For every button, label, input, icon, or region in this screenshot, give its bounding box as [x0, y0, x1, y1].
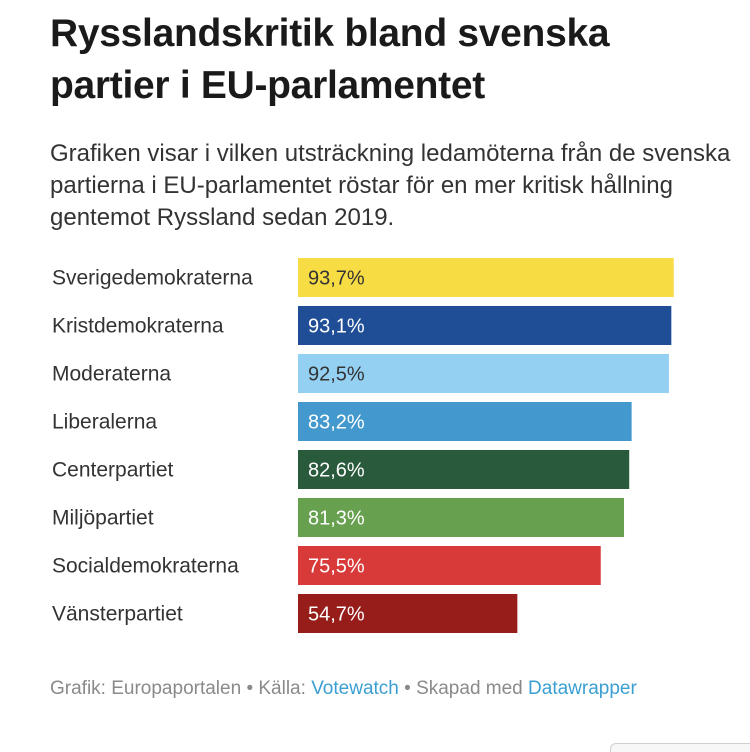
bar — [298, 354, 669, 393]
source-link[interactable]: Votewatch — [311, 678, 399, 699]
chart-footer: Grafik: Europaportalen • Källa: Votewatc… — [50, 675, 710, 703]
footer-credit: Grafik: Europaportalen • Källa: — [50, 678, 312, 699]
bar-chart: Sverigedemokraterna 93,7% Kristdemokratern… — [52, 258, 674, 633]
value-label: 93,7% — [308, 268, 365, 290]
embed-frame-corner — [610, 743, 750, 752]
category-label: Sverigedemokraterna — [52, 267, 253, 290]
bar-row: Centerpartiet 82,6% — [52, 450, 630, 489]
datawrapper-link[interactable]: Datawrapper — [528, 678, 637, 699]
bar — [298, 498, 625, 537]
bar — [298, 546, 601, 585]
bar — [298, 402, 632, 441]
bar-row: Vänsterpartiet 54,7% — [52, 594, 518, 633]
bar-row: Miljöpartiet 81,3% — [52, 498, 625, 537]
bar — [298, 450, 630, 489]
bar — [298, 258, 674, 297]
bar-row: Kristdemokraterna 93,1% — [52, 306, 672, 345]
bar-row: Socialdemokraterna 75,5% — [52, 546, 601, 585]
chart-description: Grafiken visar i vilken utsträckning led… — [50, 140, 731, 231]
category-label: Socialdemokraterna — [52, 555, 239, 578]
category-label: Vänsterpartiet — [52, 603, 183, 626]
bar — [298, 594, 518, 633]
bar-row: Sverigedemokraterna 93,7% — [52, 258, 674, 297]
chart-title: Rysslandskritik bland svenska partier i … — [50, 12, 610, 107]
value-label: 75,5% — [308, 556, 365, 578]
value-label: 81,3% — [308, 508, 365, 530]
bar — [298, 306, 672, 345]
value-label: 93,1% — [308, 316, 365, 338]
value-label: 54,7% — [308, 604, 365, 626]
category-label: Moderaterna — [52, 363, 171, 386]
category-label: Liberalerna — [52, 411, 157, 434]
value-label: 92,5% — [308, 364, 365, 386]
category-label: Kristdemokraterna — [52, 315, 224, 338]
category-label: Miljöpartiet — [52, 507, 154, 530]
value-label: 82,6% — [308, 460, 365, 482]
footer-middle: • Skapad med — [398, 678, 529, 699]
category-label: Centerpartiet — [52, 459, 174, 482]
value-label: 83,2% — [308, 412, 365, 434]
bar-row: Moderaterna 92,5% — [52, 354, 669, 393]
bar-row: Liberalerna 83,2% — [52, 402, 632, 441]
